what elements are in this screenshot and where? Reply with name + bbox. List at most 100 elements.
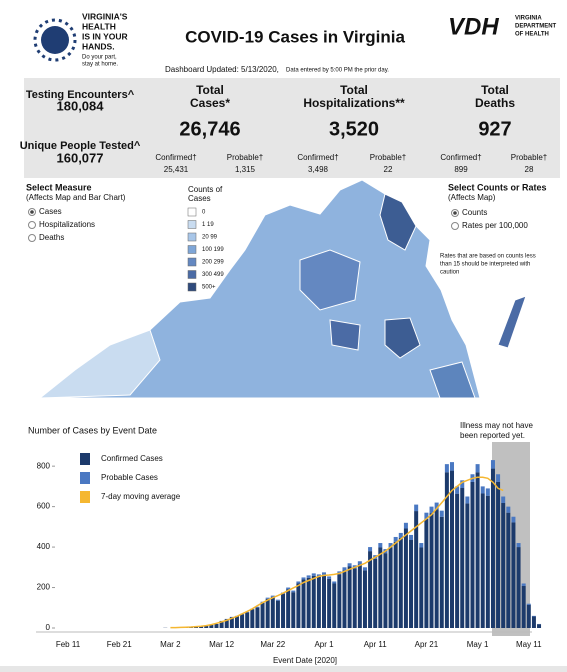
bar — [439, 510, 444, 517]
updated-note: Data entered by 5:00 PM the prior day. — [286, 68, 389, 74]
bar — [424, 518, 429, 628]
bar — [322, 572, 326, 575]
radio-label[interactable]: Counts — [462, 208, 487, 217]
control-subtitle: (Affects Map and Bar Chart) — [26, 193, 126, 202]
bar — [378, 547, 383, 628]
legend-swatch — [187, 232, 197, 242]
bar — [465, 496, 470, 504]
map-legend-title: Counts of — [188, 185, 223, 194]
bar — [439, 516, 444, 628]
stat-sub-value: 1,315 — [235, 165, 256, 174]
bar — [224, 619, 229, 628]
bar — [531, 615, 536, 617]
bar — [409, 534, 414, 540]
bar — [409, 540, 414, 628]
bar — [419, 547, 424, 628]
x-tick-label: Apr 1 — [314, 640, 334, 649]
bar — [398, 532, 403, 538]
stat-value: 927 — [478, 118, 511, 140]
x-tick-label: Apr 11 — [364, 640, 388, 649]
bar — [311, 575, 316, 628]
bar — [450, 470, 454, 628]
bar — [429, 513, 434, 628]
x-axis-label: Event Date [2020] — [273, 656, 337, 665]
region — [299, 249, 361, 311]
logo-text: IS IN YOUR — [82, 31, 128, 41]
bar — [250, 609, 255, 628]
bar — [403, 528, 408, 628]
x-tick-label: Mar 22 — [260, 640, 285, 649]
y-tick-label: 0 — [46, 623, 51, 632]
chart-annotation: Illness may not have — [460, 421, 533, 430]
rate-note: Rates that are based on counts less — [440, 254, 536, 260]
bar — [506, 506, 511, 513]
radio-label[interactable]: Cases — [39, 207, 62, 216]
radio-label[interactable]: Deaths — [39, 233, 64, 242]
bar — [403, 522, 408, 529]
stat-sub-value: 3,498 — [308, 165, 329, 174]
stat-label: Unique People Tested^ — [20, 140, 141, 152]
bar — [362, 567, 367, 571]
bar — [265, 598, 270, 628]
bar — [291, 592, 296, 628]
map — [38, 179, 527, 399]
stat-value: 160,077 — [57, 150, 104, 165]
bar — [444, 472, 449, 628]
bar — [455, 493, 460, 628]
x-tick-label: May 11 — [516, 640, 542, 649]
bar — [229, 617, 234, 628]
bar — [485, 495, 490, 628]
bar — [362, 570, 367, 628]
bar — [296, 581, 301, 584]
bar — [342, 570, 347, 628]
bar — [526, 604, 531, 628]
bar — [275, 600, 280, 628]
bar — [480, 493, 485, 628]
control-subtitle: (Affects Map) — [448, 193, 496, 202]
control-title: Select Counts or Rates — [448, 182, 547, 192]
logo-text: VIRGINIA'S — [82, 11, 128, 21]
legend-label: 200 299 — [202, 260, 224, 266]
legend-swatch — [80, 472, 90, 484]
chart-title: Number of Cases by Event Date — [28, 425, 157, 435]
radio[interactable] — [451, 222, 459, 230]
bar — [327, 578, 332, 628]
legend-swatch — [187, 220, 197, 229]
control-title: Select Measure — [26, 182, 92, 192]
stat-sub-label: Probable† — [227, 153, 263, 162]
radio[interactable] — [28, 221, 36, 229]
bar — [357, 561, 362, 565]
stat-sub-label: Probable† — [370, 153, 406, 162]
bar — [255, 606, 260, 608]
logo-tagline: stay at home. — [82, 62, 118, 68]
legend-swatch — [187, 257, 197, 267]
bar — [393, 541, 398, 628]
y-tick-label: 400 — [37, 542, 51, 551]
bar — [265, 597, 270, 599]
legend-label: Probable Cases — [101, 473, 158, 482]
radio-label[interactable]: Hospitalizations — [39, 220, 95, 229]
bar — [286, 589, 291, 628]
eastern-shore — [497, 295, 527, 349]
bar — [337, 574, 342, 628]
bar — [444, 464, 449, 473]
bar — [501, 502, 506, 628]
x-tick-label: Feb 11 — [56, 640, 81, 649]
stat-sub-value: 25,431 — [164, 165, 189, 174]
x-tick-label: May 1 — [467, 640, 489, 649]
bar — [296, 583, 301, 628]
bar — [234, 616, 239, 628]
bar — [521, 585, 526, 628]
agency-name: VIRGINIA — [515, 16, 542, 22]
bar — [306, 577, 311, 628]
radio-label[interactable]: Rates per 100,000 — [462, 221, 528, 230]
stat-sub-label: Confirmed† — [155, 153, 196, 162]
radio[interactable] — [28, 234, 36, 242]
agency-name: DEPARTMENT — [515, 24, 557, 30]
bar — [378, 543, 383, 548]
legend-label: 500+ — [202, 285, 216, 291]
bar — [347, 566, 352, 628]
stat-value: 180,084 — [57, 98, 105, 113]
bar — [460, 480, 465, 489]
